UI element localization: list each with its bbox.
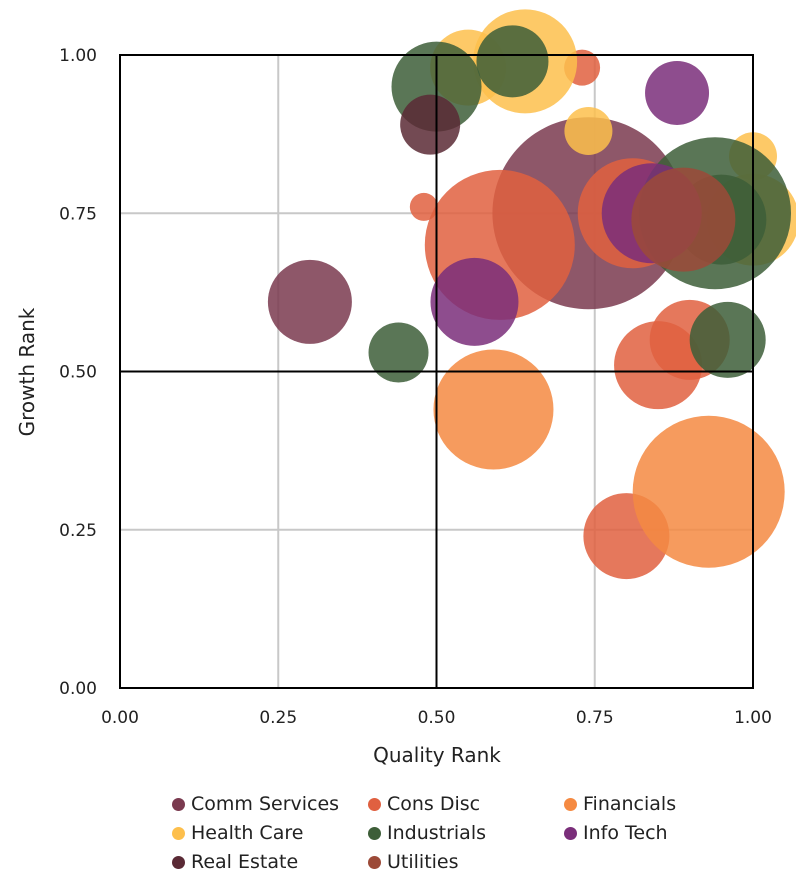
plot-frame xyxy=(119,54,754,689)
bubble-info-tech xyxy=(430,257,519,346)
legend-swatch xyxy=(368,855,381,869)
y-tick-label: 0.75 xyxy=(59,204,97,224)
legend-label: Utilities xyxy=(387,851,459,873)
x-tick-label: 0.75 xyxy=(576,708,614,728)
y-tick-label: 1.00 xyxy=(59,46,97,66)
legend-label: Health Care xyxy=(191,822,304,844)
legend-label: Info Tech xyxy=(583,822,668,844)
bubble-financials xyxy=(632,415,785,568)
y-tick-label: 0.50 xyxy=(59,363,97,383)
bubble-health-care xyxy=(564,106,613,155)
legend-item: Real Estate xyxy=(172,851,298,873)
legend-swatch xyxy=(172,855,185,869)
legend-label: Real Estate xyxy=(191,851,299,873)
y-tick-label: 0.25 xyxy=(59,521,97,541)
bubble-real-estate xyxy=(400,94,461,155)
legend-swatch xyxy=(368,797,381,811)
bubble-comm-services xyxy=(267,259,352,344)
x-tick-label: 0.50 xyxy=(418,708,456,728)
legend-swatch xyxy=(564,797,577,811)
legend-item: Industrials xyxy=(368,822,486,844)
bubble-industrials xyxy=(476,25,549,98)
x-axis-title: Quality Rank xyxy=(373,743,501,767)
bubble-industrials xyxy=(368,322,429,383)
bubble-utilities xyxy=(631,167,736,272)
legend-label: Cons Disc xyxy=(387,793,481,815)
x-tick-label: 0.00 xyxy=(101,708,139,728)
bubble-financials xyxy=(433,349,554,470)
bubble-cons-disc xyxy=(409,192,438,221)
bubble-layer xyxy=(267,9,796,580)
legend-label: Industrials xyxy=(387,822,487,844)
x-tick-labels: 0.00 0.25 0.50 0.75 1.00 xyxy=(101,708,772,728)
legend-swatch xyxy=(172,826,185,840)
y-tick-labels: 0.00 0.25 0.50 0.75 1.00 xyxy=(59,46,97,699)
x-tick-label: 1.00 xyxy=(734,708,772,728)
y-axis-title: Growth Rank xyxy=(15,307,39,436)
legend-item: Info Tech xyxy=(564,822,668,844)
legend-swatch xyxy=(172,797,185,811)
legend-swatch xyxy=(564,826,577,840)
legend-label: Comm Services xyxy=(191,793,340,815)
bubble-industrials xyxy=(689,301,766,378)
legend-label: Financials xyxy=(583,793,677,815)
legend-item: Health Care xyxy=(172,822,303,844)
x-tick-label: 0.25 xyxy=(259,708,297,728)
legend-item: Financials xyxy=(564,793,676,815)
bubble-info-tech xyxy=(645,60,710,125)
legend-item: Cons Disc xyxy=(368,793,480,815)
legend-swatch xyxy=(368,826,381,840)
y-tick-label: 0.00 xyxy=(59,679,97,699)
legend-item: Comm Services xyxy=(172,793,339,815)
legend-item: Utilities xyxy=(368,851,459,873)
